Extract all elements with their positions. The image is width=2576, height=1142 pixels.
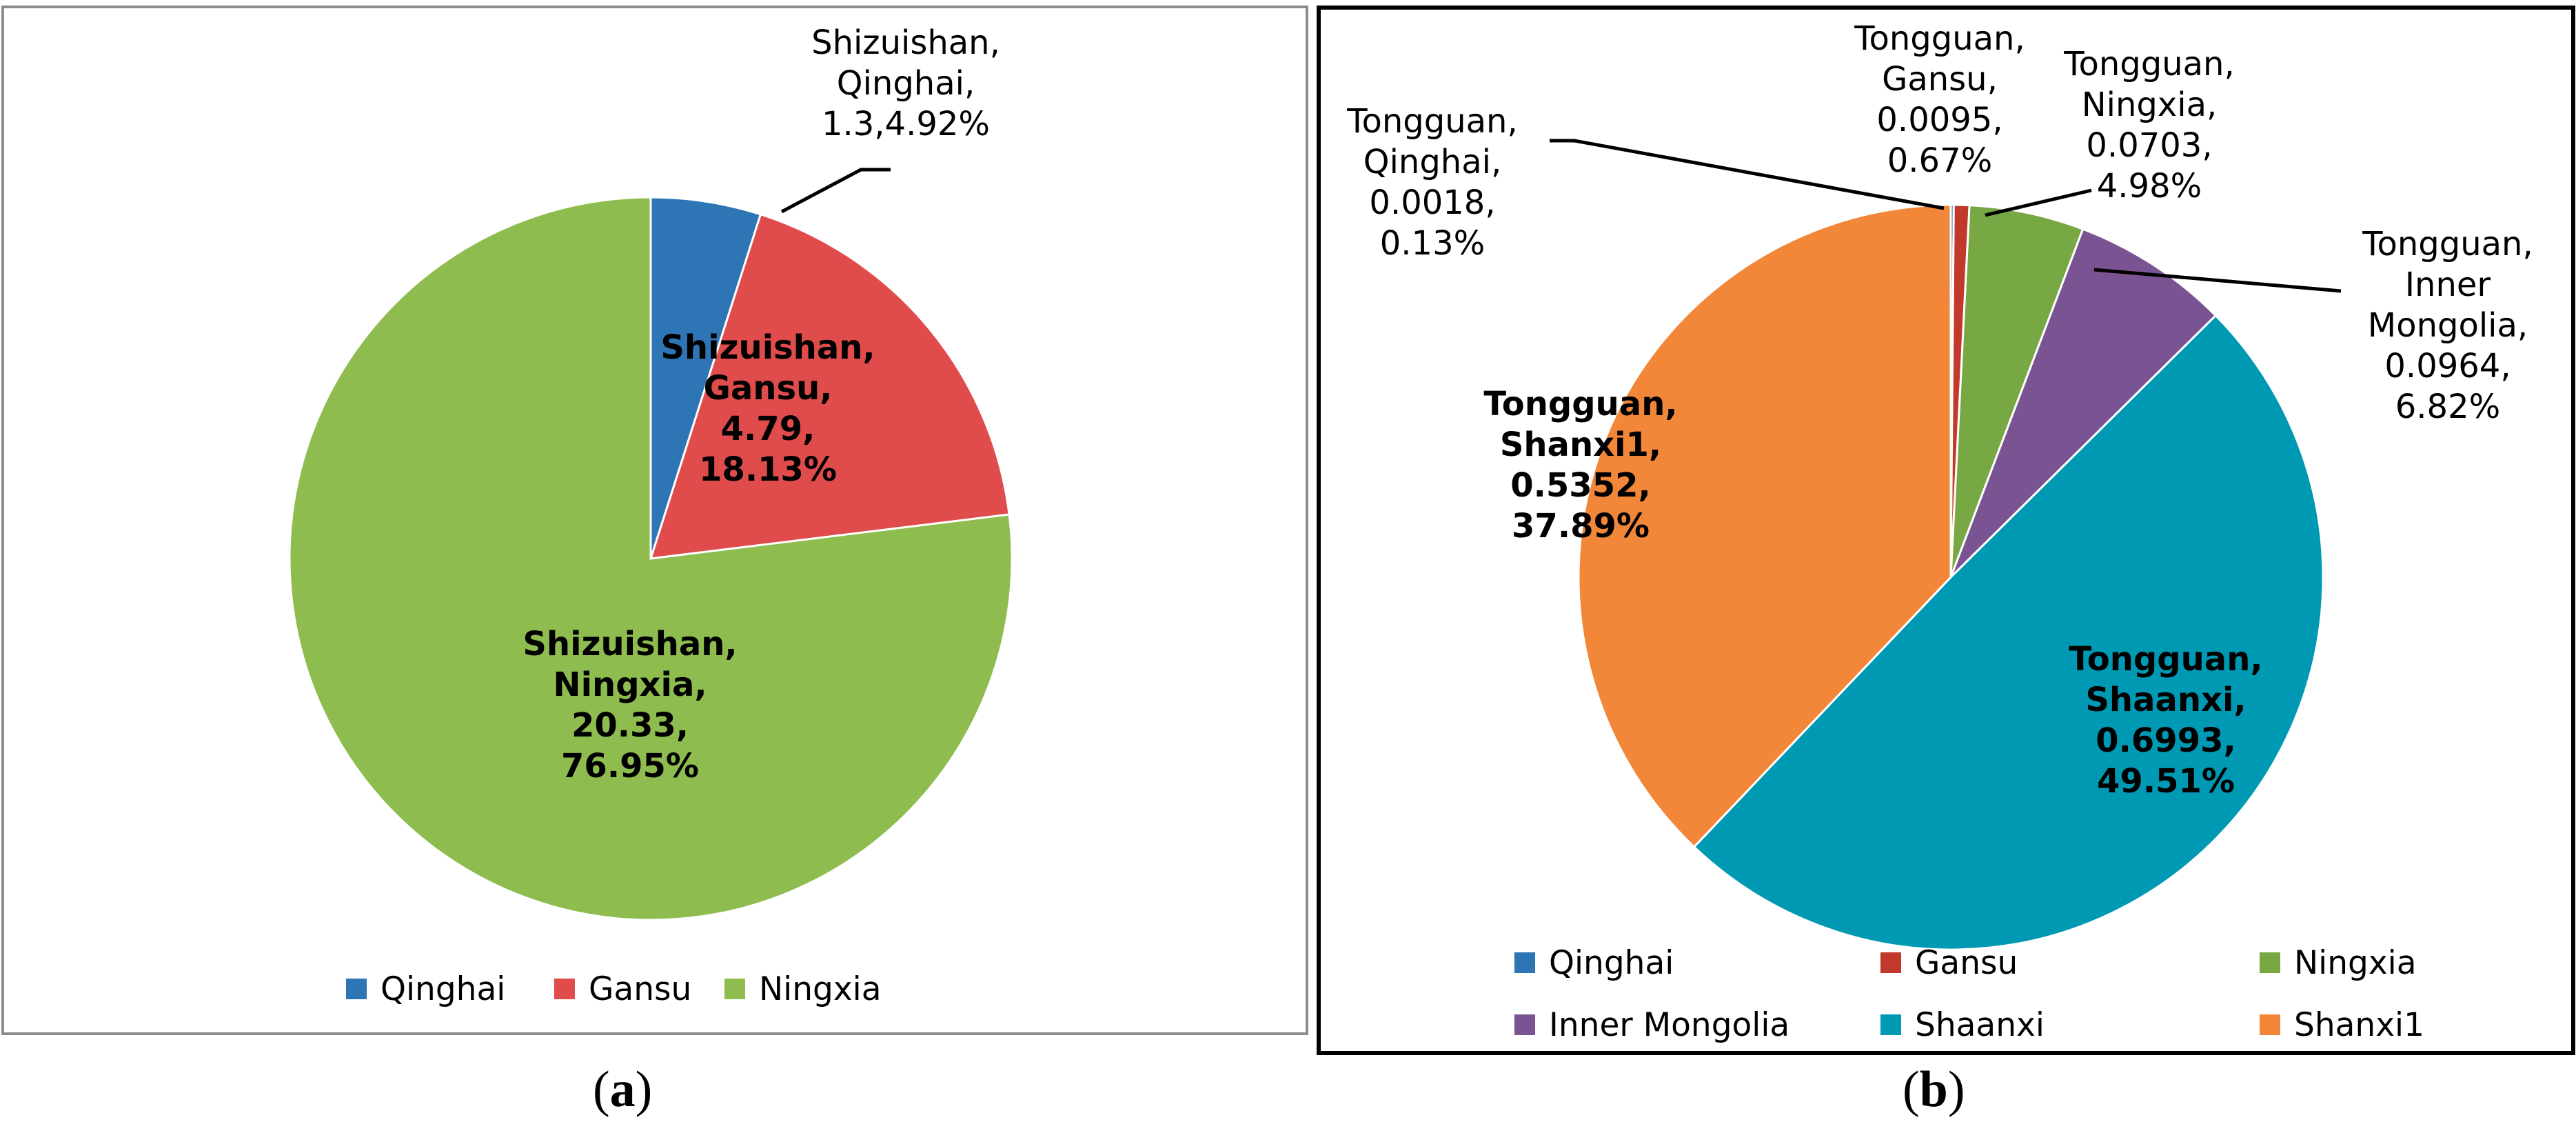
pie-slice-gansu — [649, 212, 1011, 560]
legend-label: Qinghai — [381, 970, 505, 1008]
data-label-line: 18.13% — [699, 450, 837, 489]
data-label-line: Tongguan, — [1346, 102, 1517, 141]
data-label-line: Qinghai, — [1363, 143, 1501, 181]
data-label-line: 0.0964, — [2384, 347, 2511, 385]
pie-slice-qinghai — [649, 196, 762, 559]
data-label-line: 0.0703, — [2086, 126, 2212, 165]
data-label-line: Inner — [2405, 266, 2491, 304]
pie-slice-shaanxi — [1692, 314, 2324, 951]
legend-item-ningxia: Ningxia — [724, 970, 882, 1008]
data-label-qinghai: Shizuishan, Qinghai, 1.3,4.92% — [811, 23, 1000, 143]
data-label-shaanxi: Tongguan, Shaanxi, 0.6993, 49.51% — [2069, 640, 2262, 801]
legend-label: Inner Mongolia — [1549, 1006, 1789, 1044]
data-label-line: Shizuishan, — [811, 23, 1000, 62]
data-label-line: 0.5352, — [1510, 466, 1650, 505]
legend-item-gansu: Gansu — [1880, 944, 2018, 982]
data-label-qinghai: Tongguan, Qinghai, 0.0018, 0.13% — [1346, 102, 1517, 263]
legend-label: Ningxia — [759, 970, 882, 1008]
pie-chart-b: Tongguan, Qinghai, 0.0018, 0.13%Tongguan, Ga… — [1346, 19, 2533, 1044]
pie-slices — [288, 196, 1013, 921]
legend-swatch — [1514, 1014, 1535, 1035]
pie-chart-a: Shizuishan, Qinghai, 1.3,4.92%Shizuishan, G… — [288, 23, 1013, 1008]
legend-label: Shaanxi — [1915, 1006, 2045, 1044]
legend-item-inner-mongolia: Inner Mongolia — [1514, 1006, 1789, 1044]
data-label-line: 37.89% — [1512, 507, 1650, 545]
data-label-line: Ningxia, — [2082, 86, 2218, 124]
legend-label: Gansu — [1915, 944, 2018, 982]
data-label-line: Shanxi1, — [1500, 425, 1661, 464]
legend-swatch — [2260, 952, 2280, 973]
caption-b: (b) — [1903, 1061, 1965, 1118]
data-label-ningxia: Shizuishan, Ningxia, 20.33, 76.95% — [523, 625, 737, 785]
legend-swatch — [1880, 1014, 1901, 1035]
data-label-gansu: Shizuishan, Gansu, 4.79, 18.13% — [660, 328, 875, 489]
data-label-line: 0.6993, — [2096, 721, 2235, 760]
pie-slice-shanxi1 — [1577, 203, 1952, 849]
pie-slice-ningxia — [1949, 204, 2085, 578]
data-label-line: Shizuishan, — [660, 328, 875, 367]
legend-item-shaanxi: Shaanxi — [1880, 1006, 2045, 1044]
legend-label: Qinghai — [1549, 944, 1674, 982]
legend-swatch — [2260, 1014, 2280, 1035]
data-label-gansu: Tongguan, Gansu, 0.0095, 0.67% — [1854, 19, 2025, 180]
pie-slice-inner-mongolia — [1949, 228, 2218, 579]
data-label-line: 0.0095, — [1876, 101, 2002, 139]
leader-line-qinghai — [780, 168, 891, 214]
legend-swatch — [554, 979, 575, 999]
leader-line-inner-mongolia — [2093, 268, 2342, 293]
chart-panel-a: Shizuishan, Qinghai, 1.3,4.92% Shizuishan, G… — [1, 6, 1308, 1035]
leader-line-qinghai — [1550, 139, 1945, 210]
data-label-line: Gansu, — [704, 369, 833, 408]
legend-item-gansu: Gansu — [554, 970, 691, 1008]
legend-item-ningxia: Ningxia — [2260, 944, 2417, 982]
legend-swatch — [346, 979, 367, 999]
legend-swatch — [724, 979, 745, 999]
data-label-line: 49.51% — [2097, 762, 2235, 801]
legend-item-qinghai: Qinghai — [1514, 944, 1674, 982]
legend-label: Gansu — [589, 970, 691, 1008]
data-label-line: 76.95% — [561, 747, 699, 785]
data-label-line: 0.67% — [1887, 141, 1992, 180]
legend-label: Ningxia — [2294, 944, 2417, 982]
data-label-line: Ningxia, — [553, 665, 707, 704]
data-label-line: Tongguan, — [2069, 640, 2262, 679]
data-label-line: 6.82% — [2395, 388, 2500, 426]
data-label-ningxia: Tongguan, Ningxia, 0.0703, 4.98% — [2063, 45, 2234, 206]
legend-swatch — [1880, 952, 1901, 973]
legend-item-qinghai: Qinghai — [346, 970, 505, 1008]
data-label-line: 0.0018, — [1369, 183, 1495, 222]
data-label-line: Gansu, — [1882, 60, 1998, 99]
caption-b-letter: b — [1919, 1061, 1948, 1118]
data-label-line: Tongguan, — [1854, 19, 2025, 58]
data-label-line: 0.13% — [1380, 224, 1485, 263]
data-label-line: Qinghai, — [837, 64, 975, 103]
legend-swatch — [1514, 952, 1535, 973]
data-label-line: 4.79, — [721, 410, 815, 448]
legend-item-shanxi1: Shanxi1 — [2260, 1006, 2424, 1044]
legend: Qinghai Gansu Ningxia Inner Mongolia Shaanxi… — [1514, 944, 2424, 1044]
data-label-line: 1.3,4.92% — [822, 105, 990, 143]
chart-panel-b: Tongguan, Qinghai, 0.0018, 0.13% Tongguan, Ga… — [1317, 6, 2575, 1055]
data-label-line: 4.98% — [2097, 167, 2202, 206]
pie-slice-ningxia — [288, 196, 1013, 921]
legend: Qinghai Gansu Ningxia — [346, 970, 882, 1008]
pie-slices — [1577, 203, 2324, 951]
data-label-shanxi1: Tongguan, Shanxi1, 0.5352, 37.89% — [1483, 385, 1677, 545]
data-label-line: Shizuishan, — [523, 625, 737, 663]
data-label-line: Mongolia, — [2368, 306, 2528, 345]
data-label-inner-mongolia: Tongguan, Inner Mongolia, 0.0964, 6.82% — [2362, 225, 2533, 426]
data-label-line: Tongguan, — [1483, 385, 1677, 423]
data-label-line: Tongguan, — [2362, 225, 2533, 263]
caption-a: (a) — [593, 1061, 653, 1118]
data-label-line: Tongguan, — [2063, 45, 2234, 83]
data-label-line: Shaanxi, — [2085, 681, 2246, 719]
legend-label: Shanxi1 — [2294, 1006, 2424, 1044]
caption-a-letter: a — [609, 1061, 636, 1118]
leader-line-ningxia — [1985, 188, 2092, 217]
data-label-line: 20.33, — [571, 706, 689, 745]
